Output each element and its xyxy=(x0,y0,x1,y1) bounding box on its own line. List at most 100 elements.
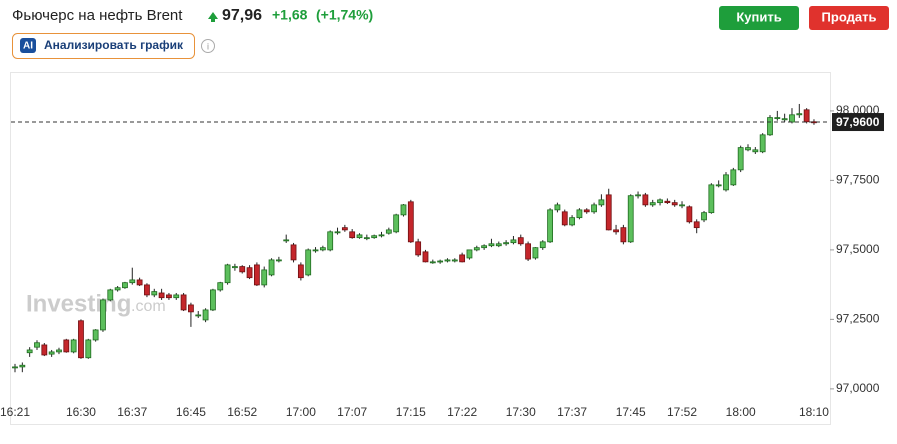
candle-body xyxy=(349,231,356,239)
candle-body xyxy=(466,249,473,259)
candle-body xyxy=(730,169,737,186)
candle-body xyxy=(796,113,803,116)
candle-body xyxy=(151,291,158,296)
x-tick-label: 17:00 xyxy=(286,405,316,419)
candle-body xyxy=(122,282,128,289)
candle-body xyxy=(400,204,407,216)
y-tick-label: 97,7500 xyxy=(836,173,880,187)
x-tick-label: 18:00 xyxy=(726,405,756,419)
candle-body xyxy=(173,294,180,299)
last-price-label: 97,9600 xyxy=(836,115,880,129)
last-price-box xyxy=(832,113,884,132)
price: 97,96 xyxy=(222,7,262,24)
candle-body xyxy=(620,227,627,243)
candle-body xyxy=(26,349,33,354)
candle-body xyxy=(613,229,619,233)
candle-body xyxy=(356,234,363,239)
candle-body xyxy=(759,134,766,153)
sell-button[interactable] xyxy=(809,6,889,30)
candle-body xyxy=(451,259,458,262)
ai-badge-text: AI xyxy=(23,41,33,52)
candle-body xyxy=(78,320,84,359)
candle-body xyxy=(166,294,172,299)
info-i: i xyxy=(207,41,209,51)
candle-body xyxy=(429,261,436,264)
candle-body xyxy=(539,241,546,249)
candle-body xyxy=(158,292,165,299)
sell-label[interactable]: Продать xyxy=(822,9,877,24)
x-tick-label: 17:45 xyxy=(616,405,646,419)
candle-body xyxy=(85,339,92,359)
x-tick-label: 16:52 xyxy=(227,405,257,419)
candle-body xyxy=(715,184,722,187)
x-tick-label: 17:52 xyxy=(667,405,697,419)
analyze-label[interactable]: Анализировать график xyxy=(44,38,184,52)
candle-body xyxy=(517,237,524,245)
candle-body xyxy=(737,147,744,171)
candle-body xyxy=(444,259,451,262)
x-tick-label: 16:37 xyxy=(117,405,147,419)
instrument-title: Фьючерс на нефть Brent xyxy=(12,7,183,24)
x-tick-label: 16:30 xyxy=(66,405,96,419)
candle-body xyxy=(407,201,414,243)
candle-body xyxy=(693,221,700,229)
candle-body xyxy=(767,117,773,136)
x-tick-label: 17:22 xyxy=(447,405,477,419)
candle-body xyxy=(217,282,224,291)
chart: Investing .com 97,0000 97,2500 97,5000 97,7… xyxy=(0,72,884,425)
candle-body xyxy=(598,199,605,206)
candle-body xyxy=(12,366,18,369)
candle-body xyxy=(210,289,216,311)
candle-body xyxy=(371,235,378,239)
x-tick-label: 17:07 xyxy=(337,405,367,419)
candle-body xyxy=(275,259,282,262)
candle-body xyxy=(283,239,290,242)
candle-body xyxy=(525,243,531,260)
candle-body xyxy=(547,209,553,243)
candle-body xyxy=(569,217,575,226)
candle-body xyxy=(627,195,634,243)
analyze-button[interactable] xyxy=(12,33,195,59)
candle-body xyxy=(664,200,671,204)
x-tick-label: 18:10 xyxy=(799,405,829,419)
candle-body xyxy=(334,231,341,234)
candle-body xyxy=(781,118,788,121)
y-tick-label: 97,5000 xyxy=(836,242,880,256)
candle-body xyxy=(473,247,480,251)
x-tick-label: 17:30 xyxy=(506,405,536,419)
candle-body xyxy=(723,174,729,191)
candle-body xyxy=(239,266,246,273)
candle-body xyxy=(657,199,663,204)
candle-body xyxy=(312,249,319,252)
candle-body xyxy=(100,299,106,331)
candle-body xyxy=(202,309,209,321)
candle-body xyxy=(253,264,260,286)
candle-body xyxy=(503,242,510,245)
candle-body xyxy=(789,114,795,123)
candle-body xyxy=(34,342,40,348)
candle-body xyxy=(459,254,466,263)
candle-body xyxy=(41,344,48,356)
candle-body xyxy=(752,149,759,153)
candle-body xyxy=(188,304,194,313)
candle-body xyxy=(554,204,561,211)
candle-body xyxy=(510,239,517,244)
candle-body xyxy=(642,194,649,206)
candle-body xyxy=(385,229,392,234)
candle-body xyxy=(48,351,55,355)
candle-body xyxy=(180,294,187,311)
candle-body xyxy=(261,269,268,286)
candle-body xyxy=(605,194,612,231)
candle-body xyxy=(70,339,77,353)
buy-label[interactable]: Купить xyxy=(736,9,781,24)
ai-badge xyxy=(20,38,36,53)
candle-body xyxy=(481,245,488,249)
candle-body xyxy=(745,147,751,151)
watermark-suffix: .com xyxy=(131,298,166,315)
candle-body xyxy=(319,247,326,251)
info-icon[interactable] xyxy=(201,39,215,53)
plot-frame xyxy=(10,72,831,425)
buy-button[interactable] xyxy=(719,6,799,30)
candle-body xyxy=(19,364,26,368)
